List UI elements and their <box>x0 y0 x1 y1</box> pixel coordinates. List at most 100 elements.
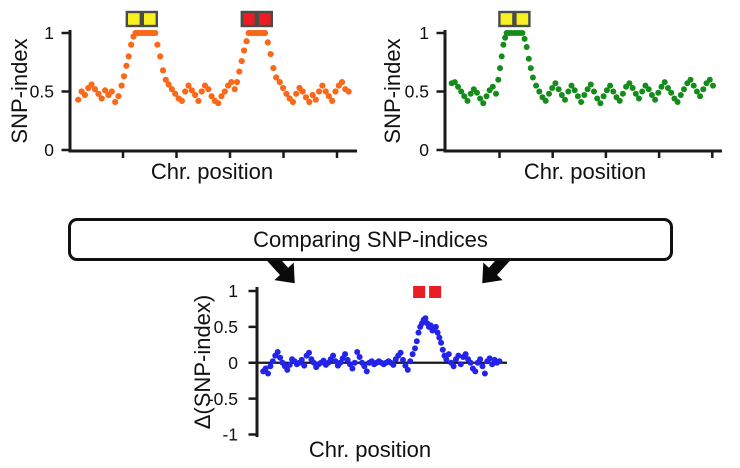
data-point <box>665 85 671 91</box>
data-point <box>474 89 480 96</box>
data-point <box>493 90 499 97</box>
data-point <box>552 80 559 87</box>
data-point <box>697 93 704 100</box>
data-point <box>397 349 404 356</box>
data-point <box>192 91 199 99</box>
data-point <box>205 86 212 93</box>
data-point <box>693 88 700 95</box>
data-point <box>262 365 269 372</box>
data-point <box>415 329 422 336</box>
data-point <box>322 88 329 95</box>
data-point <box>523 44 530 50</box>
data-point <box>467 90 474 97</box>
data-point <box>325 93 332 100</box>
data-point <box>75 96 82 103</box>
data-point <box>284 366 291 373</box>
data-point <box>188 87 195 94</box>
data-point <box>243 38 250 45</box>
data-point <box>128 41 135 48</box>
y-tick-label: 0 <box>44 140 54 160</box>
data-point <box>274 349 281 355</box>
data-point <box>652 96 659 103</box>
pool-b-x-axis-label: Chr. position <box>523 159 647 184</box>
data-point <box>302 94 310 101</box>
data-point <box>123 62 130 69</box>
data-point <box>351 359 358 366</box>
data-point <box>578 99 585 105</box>
data-point <box>98 95 105 102</box>
data-point <box>241 47 248 54</box>
data-point <box>404 366 411 373</box>
data-point <box>639 88 646 95</box>
data-point <box>603 87 610 94</box>
data-point <box>455 352 462 359</box>
data-point <box>354 349 361 355</box>
data-point <box>536 88 543 95</box>
y-tick-label: 1 <box>419 23 429 43</box>
y-tick-label: 0 <box>419 140 429 160</box>
data-point <box>280 84 287 92</box>
data-point <box>549 85 556 91</box>
data-point <box>496 358 503 365</box>
data-point <box>616 97 623 104</box>
data-point <box>265 370 271 377</box>
data-point <box>533 82 540 89</box>
data-point <box>221 88 228 95</box>
data-point <box>407 358 414 365</box>
data-point <box>168 86 175 93</box>
data-point <box>594 95 601 102</box>
data-point <box>236 68 243 75</box>
data-point <box>597 100 604 107</box>
data-point <box>356 354 363 360</box>
data-point <box>261 29 269 37</box>
data-point <box>677 92 684 98</box>
data-point <box>329 97 336 104</box>
data-point <box>172 90 179 97</box>
data-point <box>273 74 280 81</box>
data-point <box>276 79 283 86</box>
data-point <box>438 339 445 346</box>
y-tick-label: 0 <box>228 353 238 373</box>
data-point <box>661 79 668 86</box>
data-point <box>479 363 486 370</box>
data-point <box>445 351 452 358</box>
candidate-locus-red <box>240 10 258 28</box>
data-point <box>489 83 496 90</box>
data-point <box>409 351 416 358</box>
pool-b-y-axis-label: SNP-index <box>380 38 405 144</box>
data-point <box>498 53 505 60</box>
data-point <box>233 79 241 86</box>
data-point <box>120 73 128 80</box>
data-point <box>568 82 575 89</box>
data-point <box>443 356 450 363</box>
data-point <box>558 92 565 98</box>
comparing-snp-indices-label: Comparing SNP-indices <box>253 226 488 252</box>
data-point <box>455 83 461 90</box>
data-point <box>269 358 276 365</box>
data-point <box>480 100 487 107</box>
data-point <box>574 93 581 100</box>
data-point <box>338 79 346 86</box>
data-point <box>390 361 397 368</box>
data-point <box>422 315 429 322</box>
data-point <box>472 368 479 375</box>
data-point <box>519 30 526 36</box>
pool-a-x-axis-label: Chr. position <box>150 159 274 184</box>
data-point <box>706 76 713 83</box>
data-point <box>486 355 493 362</box>
data-point <box>529 74 536 81</box>
data-point <box>497 65 503 72</box>
data-point <box>458 88 465 95</box>
data-point <box>432 323 439 330</box>
data-point <box>610 88 617 95</box>
data-point <box>619 90 626 97</box>
data-point <box>298 356 305 363</box>
data-point <box>293 90 300 97</box>
data-point <box>289 98 296 106</box>
data-point <box>700 86 707 93</box>
y-tick-label: -0.5 <box>208 389 238 409</box>
data-point <box>231 86 238 93</box>
data-point <box>542 97 549 104</box>
data-point <box>464 97 471 104</box>
